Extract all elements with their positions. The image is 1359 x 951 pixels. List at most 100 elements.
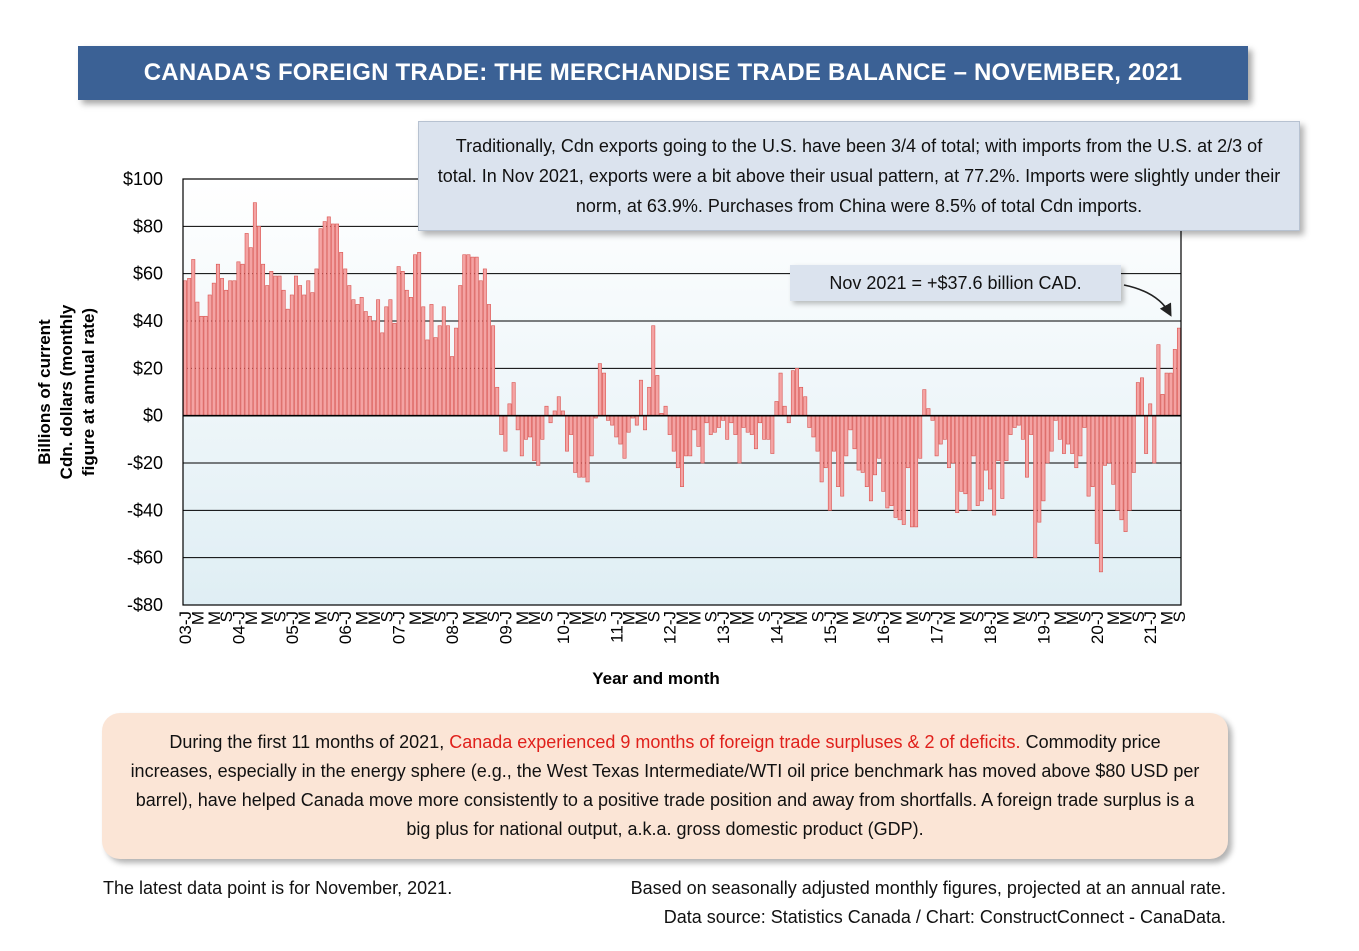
bar (983, 415, 988, 471)
x-tick-label: S (862, 611, 881, 622)
bar (992, 415, 997, 516)
x-tick-label: S (431, 611, 450, 622)
bar (1103, 415, 1107, 466)
x-tick-label: 17-J (928, 611, 947, 644)
bar (322, 221, 327, 416)
bar (207, 294, 212, 416)
bar (951, 415, 956, 464)
bar (372, 320, 376, 416)
bar (696, 415, 701, 447)
bar (240, 263, 245, 416)
bar (823, 415, 828, 469)
bar (380, 332, 385, 416)
bar (569, 415, 574, 435)
commentary-post: Commodity price increases, especially in… (130, 732, 1200, 839)
bar (536, 415, 541, 466)
x-axis-label: Year and month (592, 669, 720, 688)
bar (261, 263, 266, 416)
bar (211, 282, 216, 416)
bar (996, 415, 1001, 461)
bar (458, 285, 463, 416)
bar (347, 285, 352, 416)
us-share-note: Traditionally, Cdn exports going to the … (418, 121, 1300, 231)
latest-value-callout: Nov 2021 = +$37.6 billion CAD. (790, 265, 1121, 301)
bar (482, 268, 487, 416)
x-tick-label: S (644, 611, 663, 622)
bar (1135, 382, 1140, 416)
bar (1062, 415, 1066, 454)
bar (532, 415, 537, 461)
bar (975, 415, 980, 506)
bar (1070, 415, 1075, 454)
bar (799, 386, 804, 416)
x-tick-label: 15-J (821, 611, 840, 644)
y-tick-label: $40 (133, 311, 163, 331)
x-tick-label: M (685, 611, 704, 625)
bar (1098, 415, 1103, 573)
x-tick-label: 09-J (496, 611, 515, 644)
bar (753, 415, 758, 450)
bar (852, 415, 857, 450)
x-tick-label: M (739, 611, 758, 625)
bar (1111, 415, 1116, 485)
x-tick-label: M (1063, 611, 1082, 625)
x-tick-label: S (377, 611, 396, 622)
bar (873, 415, 877, 476)
bar (864, 415, 869, 487)
bar (712, 415, 717, 433)
bar (1000, 415, 1005, 499)
bar (203, 315, 208, 416)
commentary-pre: During the first 11 months of 2021, (169, 732, 450, 752)
bar (844, 415, 849, 457)
bar (581, 415, 586, 478)
bar (289, 294, 294, 416)
bar (433, 337, 438, 416)
bar (314, 268, 319, 416)
y-tick-label: $80 (133, 216, 163, 236)
bar (491, 325, 496, 416)
x-tick-label: M (258, 611, 277, 625)
bar (1082, 415, 1087, 428)
bar (404, 289, 409, 416)
bar (281, 289, 286, 416)
bar (199, 315, 204, 416)
x-tick-label: M (365, 611, 384, 625)
x-tick-label: M (418, 611, 437, 625)
bar (421, 306, 426, 416)
footer-method-note: Based on seasonally adjusted monthly fig… (630, 878, 1226, 898)
bar (359, 297, 364, 416)
x-tick-label: 06-J (336, 611, 355, 644)
bar (408, 297, 413, 416)
x-tick-label: S (969, 611, 988, 622)
y-tick-label: $60 (133, 264, 163, 284)
bar (758, 415, 762, 424)
bar (330, 223, 335, 416)
bar (478, 280, 483, 416)
x-tick-label: 14-J (768, 611, 787, 644)
bar (396, 266, 401, 416)
bar (889, 415, 894, 506)
x-tick-label: M (887, 611, 906, 625)
bar (1168, 372, 1173, 416)
bar (717, 415, 721, 428)
bar (450, 356, 454, 416)
x-tick-label: 21-J (1141, 611, 1160, 644)
bar (318, 228, 323, 416)
x-tick-label: M (242, 611, 261, 625)
chart-title: CANADA'S FOREIGN TRADE: THE MERCHANDISE … (143, 59, 1183, 86)
bar (528, 415, 533, 438)
bar (474, 256, 479, 416)
y-tick-label: -$40 (127, 500, 163, 520)
bar (454, 327, 459, 416)
bar (795, 368, 799, 416)
bar (885, 415, 890, 509)
bar (1041, 415, 1046, 502)
bar (708, 415, 713, 435)
x-tick-label: M (673, 611, 692, 625)
commentary-text: During the first 11 months of 2021, Cana… (126, 728, 1204, 844)
bar (191, 259, 196, 416)
x-tick-label: 05-J (283, 611, 302, 644)
bar (1119, 415, 1124, 521)
x-tick-label: 03-J (176, 611, 195, 644)
bar (577, 415, 582, 478)
